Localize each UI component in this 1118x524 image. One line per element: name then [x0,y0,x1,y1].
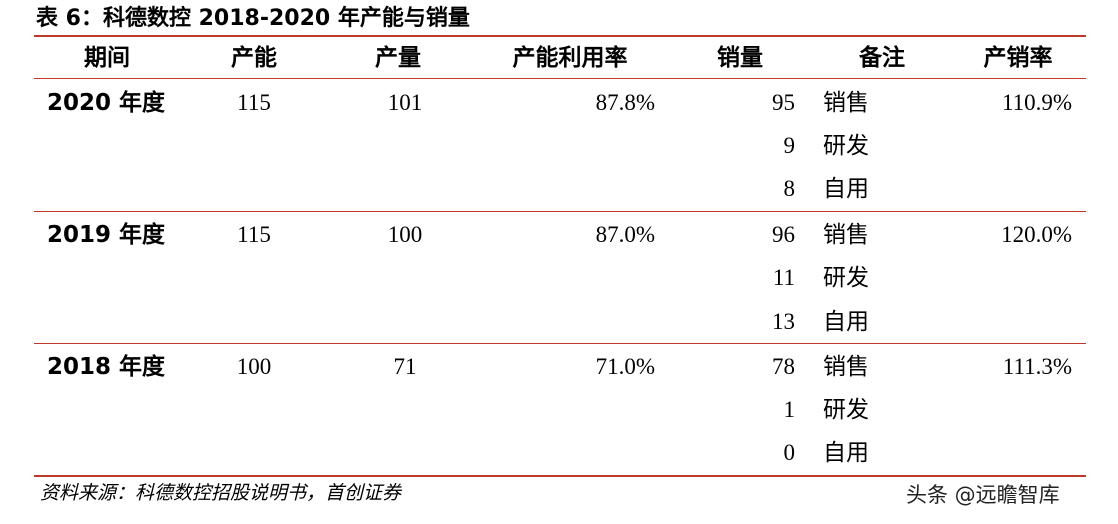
row-2019-output: 100 [387,222,423,247]
row-2019-period: 2019 年度 [47,222,166,248]
row-2019-sales-2: 11 [772,265,795,290]
row-2019-sales-3: 13 [772,309,795,334]
row-2020-sales-3: 8 [783,176,796,201]
row-2020-sales-1: 95 [772,90,795,115]
row-2019-note-2: 研发 [823,265,869,291]
header-capacity: 产能 [231,45,277,71]
row-2020-sales-2: 9 [783,133,796,158]
header-output: 产量 [375,45,421,71]
row-2018-sales-1: 78 [772,354,795,379]
row-2018-period: 2018 年度 [47,354,166,380]
header-rule [34,78,1086,79]
header-utilization: 产能利用率 [512,45,628,71]
row-2018-output: 71 [393,354,417,379]
row-2019-capacity: 115 [237,222,271,247]
row-2019-sales-1: 96 [772,222,795,247]
header-ratio: 产销率 [983,45,1053,71]
source-note: 资料来源：科德数控招股说明书，首创证券 [40,482,402,504]
row-2019-utilization: 87.0% [595,222,655,247]
row-2018-sales-3: 0 [783,440,796,465]
bottom-rule [34,475,1086,477]
row-2020-note-1: 销售 [823,90,869,116]
row-2018-note-3: 自用 [823,440,869,466]
row-2020-utilization: 87.8% [595,90,655,115]
row-2018-note-1: 销售 [823,354,869,380]
top-rule [34,35,1086,37]
row-2018-capacity: 100 [236,354,272,379]
row-2018-sales-2: 1 [783,397,796,422]
row-2018-note-2: 研发 [823,397,869,423]
row-2018-ratio: 111.3% [1002,354,1072,379]
row-2020-capacity: 115 [237,90,271,115]
row-2019-ratio: 120.0% [1001,222,1072,247]
watermark: 头条 @远瞻智库 [906,483,1060,507]
row-2019-note-3: 自用 [823,309,869,335]
table-title: 表 6：科德数控 2018-2020 年产能与销量 [36,6,470,31]
row-2019-note-1: 销售 [823,222,869,248]
row-2018-utilization: 71.0% [595,354,655,379]
row-2020-output: 101 [387,90,423,115]
row-2020-note-2: 研发 [823,133,869,159]
row-2020-note-3: 自用 [823,176,869,202]
row-2020-period: 2020 年度 [47,90,166,116]
header-note: 备注 [859,45,905,71]
row-rule-1 [34,211,1086,212]
row-2020-ratio: 110.9% [1001,90,1072,115]
row-rule-2 [34,343,1086,344]
header-period: 期间 [84,45,130,71]
header-sales: 销量 [717,45,763,71]
